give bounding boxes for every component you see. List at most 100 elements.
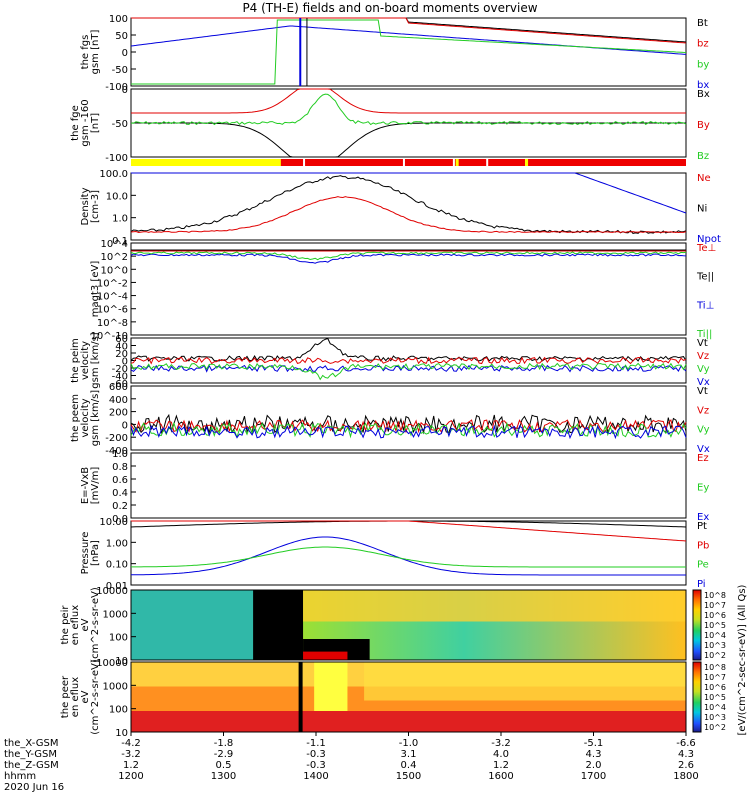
- panel-pressure: 10.00 1.00 0.10 0.01 Pressure [nPa] Pt Pb Pe Pi: [80, 517, 709, 592]
- colorbar-tick: 10^4: [704, 631, 726, 640]
- series-vt: [130, 337, 687, 362]
- ytick-label: -50: [112, 65, 128, 76]
- colorbar-tick: 10^2: [704, 651, 726, 660]
- footer-value: 1.2: [493, 760, 509, 771]
- footer-value: 2.0: [586, 760, 602, 771]
- mode-bar-tick-0: [455, 159, 459, 166]
- colorbar-tick: 10^7: [704, 673, 726, 682]
- panel-fge: 0 -50 -100 the fge gsm -160 [nT] Bx By Bz: [70, 85, 710, 164]
- axis-label: the peim: [70, 338, 81, 383]
- footer-value: 0.4: [401, 760, 417, 771]
- heatmap-peir-dark: [253, 590, 304, 660]
- axis-label: the peer: [60, 675, 71, 718]
- axis-label: gsm [km/s]: [90, 332, 101, 388]
- heatmap-peer-red: [131, 711, 686, 732]
- footer-value: 1400: [303, 771, 328, 782]
- footer-value: -3.2: [121, 749, 141, 760]
- ytick-label: 10^4: [101, 239, 128, 250]
- ytick-label: 10.0: [106, 191, 128, 202]
- series-bx: [130, 25, 687, 55]
- ytick-label: 100.0: [99, 169, 128, 180]
- axis-label: en eflux: [70, 605, 81, 645]
- footer-value: 1300: [211, 771, 236, 782]
- footer-row-label: 2020 Jun 16: [4, 782, 64, 793]
- series-bz: [131, 17, 687, 44]
- axis-label: gsm [nT]: [90, 30, 101, 75]
- axis-label: eV: [80, 618, 91, 631]
- axis-label: [nT]: [90, 113, 101, 133]
- ytick-label: 1.0: [112, 449, 128, 460]
- panel-fgs: 100 50 0 -50 -100 the fgs gsm [nT] Bt bz by bx: [80, 14, 709, 93]
- ytick-label: 50: [115, 31, 128, 42]
- ytick-label: 10^-10: [91, 331, 128, 342]
- footer-row-label: the_X-GSM: [4, 738, 58, 749]
- ytick-label: 20: [115, 349, 128, 360]
- ytick-label: 1.0: [112, 214, 128, 225]
- mode-bar-gap-3: [486, 159, 489, 166]
- axis-label: velocity: [80, 341, 91, 380]
- legend-temperature: Te||: [696, 272, 714, 283]
- series-vx: [130, 424, 687, 440]
- footer-value: -5.1: [584, 738, 604, 749]
- series-bt: [131, 17, 687, 43]
- ytick-label: 0.10: [106, 560, 128, 571]
- ytick-label: 0: [122, 48, 128, 59]
- footer-row-label: the_Z-GSM: [4, 760, 59, 771]
- legend-fgs: bx: [697, 80, 709, 91]
- footer-value: 4.3: [678, 749, 694, 760]
- legend-peim-velocity: Vy: [697, 364, 710, 375]
- colorbar-label: [eV/(cm^2-sec-sr-eV)] (All Qs): [737, 584, 748, 735]
- panel-frame-peir: [130, 589, 687, 661]
- colorbar-tick: 10^5: [704, 693, 726, 702]
- footer-value: 1.2: [123, 760, 139, 771]
- footer-value: 2.6: [678, 760, 694, 771]
- legend-efield: Ez: [697, 453, 709, 464]
- ytick-label: 1000: [103, 609, 128, 620]
- legend-temperature: Te⊥: [696, 243, 716, 254]
- series-pi: [131, 536, 686, 576]
- ytick-label: 10.00: [99, 517, 128, 528]
- axis-label: the fgs: [80, 35, 91, 70]
- axis-label: eV: [80, 690, 91, 703]
- ytick-label: -200: [105, 433, 128, 444]
- colorbar-tick: 10^3: [704, 713, 726, 722]
- panel-peer: 10000 1000 100 10 the peer en eflux eV (cm^2-s-…: [60, 658, 687, 739]
- axis-label: the fge: [70, 105, 81, 141]
- ytick-label: 10^-8: [97, 318, 128, 329]
- series-vz: [130, 419, 687, 434]
- ytick-label: 1000: [103, 681, 128, 692]
- footer-value: -2.9: [214, 749, 234, 760]
- ytick-label: 0.4: [112, 488, 128, 499]
- legend-peem-velocity: Vx: [697, 444, 710, 455]
- legend-peim-velocity: Vt: [697, 338, 708, 349]
- series-ne: [130, 196, 687, 234]
- footer-value: -4.2: [121, 738, 141, 749]
- legend-pressure: Pt: [697, 521, 707, 532]
- footer-value: 4.0: [493, 749, 509, 760]
- series-pe: [131, 546, 686, 568]
- figure-title: P4 (TH-E) fields and on-board moments ov…: [242, 1, 537, 15]
- panel-frame-temperature: [130, 242, 687, 336]
- footer-value: 1700: [581, 771, 606, 782]
- ytick-label: 0: [122, 357, 128, 368]
- ytick-label: 600: [109, 382, 128, 393]
- legend-temperature: Ti||: [696, 329, 712, 340]
- axis-label: Density: [80, 187, 91, 225]
- axis-label: [nPa]: [90, 540, 101, 566]
- legend-fgs: bz: [697, 39, 709, 50]
- colorbar-tick: 10^8: [704, 591, 726, 600]
- ytick-label: 1.00: [106, 538, 128, 549]
- legend-fgs: Bt: [697, 18, 708, 29]
- legend-efield: Ex: [697, 512, 709, 523]
- ytick-label: 10^-4: [97, 292, 128, 303]
- ytick-label: 0.8: [112, 462, 128, 473]
- footer-value: 1800: [673, 771, 698, 782]
- colorbar-1: [692, 661, 702, 733]
- mode-bar-red: [131, 159, 686, 166]
- legend-fge: By: [697, 120, 710, 131]
- ytick-label: -20: [112, 364, 128, 375]
